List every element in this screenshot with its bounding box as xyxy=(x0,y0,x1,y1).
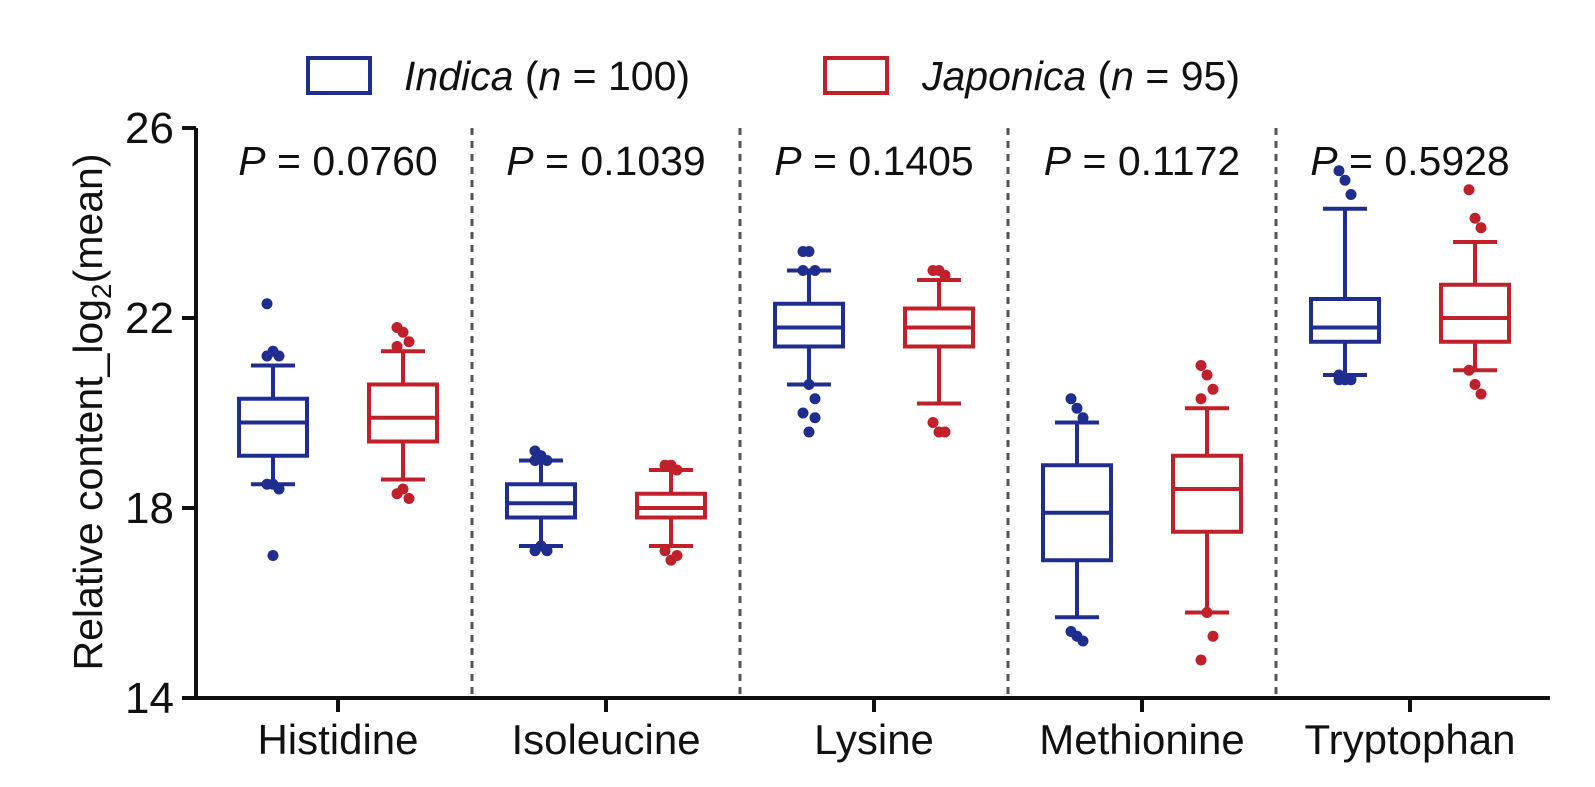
outlier-point xyxy=(1469,379,1481,390)
outlier-point xyxy=(529,455,541,466)
box-japonica-methionine xyxy=(1171,360,1243,666)
outlier-point xyxy=(1195,393,1207,405)
iqr-box xyxy=(1439,282,1511,344)
outlier-point xyxy=(261,350,273,362)
outlier-point xyxy=(1345,374,1357,386)
outlier-point xyxy=(1475,222,1487,234)
legend-swatch-japonica xyxy=(823,56,889,95)
boxes xyxy=(237,165,1511,666)
outlier-point xyxy=(535,540,547,552)
outlier-point xyxy=(541,455,553,466)
outlier-point xyxy=(1077,635,1089,647)
outlier-point xyxy=(403,493,415,504)
outlier-point xyxy=(1065,393,1077,405)
outlier-point xyxy=(1071,402,1083,414)
outlier-point xyxy=(1195,654,1207,666)
legend-swatch-indica xyxy=(306,56,372,95)
y-tick-label: 18 xyxy=(125,484,174,533)
outlier-point xyxy=(1333,374,1345,386)
outlier-point xyxy=(809,265,821,276)
axes: 14 18 22 26 Histidine Isoleucine Lysine Methion… xyxy=(125,104,1550,763)
box-indica-lysine xyxy=(773,246,845,438)
outlier-point xyxy=(1339,174,1351,186)
outlier-point xyxy=(659,545,671,557)
outlier-point xyxy=(261,478,273,490)
p-value-label: P = 0.5928 xyxy=(1310,138,1510,184)
box-indica-isoleucine xyxy=(505,445,577,557)
outlier-point xyxy=(1195,360,1207,371)
box-japonica-histidine xyxy=(367,322,439,504)
outlier-point xyxy=(1201,607,1213,618)
outlier-point xyxy=(809,393,821,405)
outlier-point xyxy=(397,326,409,338)
outlier-point xyxy=(1469,212,1481,224)
iqr-box xyxy=(505,482,577,520)
group-separators xyxy=(470,128,1278,698)
outlier-point xyxy=(1207,383,1219,395)
outlier-point xyxy=(803,426,815,438)
outlier-point xyxy=(273,350,285,362)
outlier-point xyxy=(809,412,821,424)
legend-label-japonica: Japonica (n = 95) xyxy=(921,53,1240,99)
outlier-point xyxy=(403,336,415,348)
x-tick-label: Tryptophan xyxy=(1305,716,1516,763)
outlier-point xyxy=(1345,189,1357,200)
p-value-label: P = 0.1039 xyxy=(506,138,706,184)
outlier-point xyxy=(1463,184,1475,196)
iqr-box xyxy=(773,301,845,349)
x-tick-label: Isoleucine xyxy=(511,716,700,763)
y-tick-label: 26 xyxy=(125,104,174,153)
legend-label-indica: Indica (n = 100) xyxy=(404,53,690,99)
y-tick-label: 22 xyxy=(125,294,174,343)
y-tick-label: 14 xyxy=(125,674,174,723)
outlier-point xyxy=(1207,630,1219,642)
outlier-point xyxy=(391,488,403,500)
p-value-labels: P = 0.0760 P = 0.1039 P = 0.1405 P = 0.1172… xyxy=(238,138,1510,184)
iqr-box xyxy=(1171,453,1243,534)
outlier-point xyxy=(273,483,285,495)
outlier-point xyxy=(803,246,815,257)
p-value-label: P = 0.1172 xyxy=(1044,138,1240,184)
box-japonica-tryptophan xyxy=(1439,184,1511,400)
outlier-point xyxy=(1475,388,1487,400)
iqr-box xyxy=(367,382,439,444)
outlier-point xyxy=(671,550,683,561)
outlier-point xyxy=(1077,412,1089,424)
box-indica-tryptophan xyxy=(1309,165,1381,386)
outlier-point xyxy=(939,426,951,438)
x-tick-label: Lysine xyxy=(814,716,934,763)
p-value-label: P = 0.0760 xyxy=(238,138,438,184)
legend: Indica (n = 100) Japonica (n = 95) xyxy=(306,53,1240,99)
outlier-point xyxy=(1463,364,1475,376)
outlier-point xyxy=(267,550,279,561)
box-japonica-isoleucine xyxy=(635,459,707,566)
outlier-point xyxy=(927,417,939,428)
iqr-box xyxy=(635,491,707,520)
x-tick-label: Histidine xyxy=(257,716,418,763)
outlier-point xyxy=(803,379,815,390)
outlier-point xyxy=(1201,369,1213,381)
outlier-point xyxy=(797,407,809,419)
outlier-point xyxy=(671,464,683,476)
x-tick-label: Methionine xyxy=(1039,716,1244,763)
iqr-box xyxy=(237,396,309,458)
box-japonica-lysine xyxy=(903,265,975,438)
iqr-box xyxy=(1309,297,1381,344)
outlier-point xyxy=(939,269,951,281)
box-indica-histidine xyxy=(237,298,309,561)
outlier-point xyxy=(797,265,809,276)
y-axis-label: Relative content_log2(mean) xyxy=(65,154,117,671)
outlier-point xyxy=(261,298,273,310)
p-value-label: P = 0.1405 xyxy=(774,138,974,184)
outlier-point xyxy=(391,341,403,352)
outlier-point xyxy=(1333,165,1345,177)
box-indica-methionine xyxy=(1041,393,1113,647)
